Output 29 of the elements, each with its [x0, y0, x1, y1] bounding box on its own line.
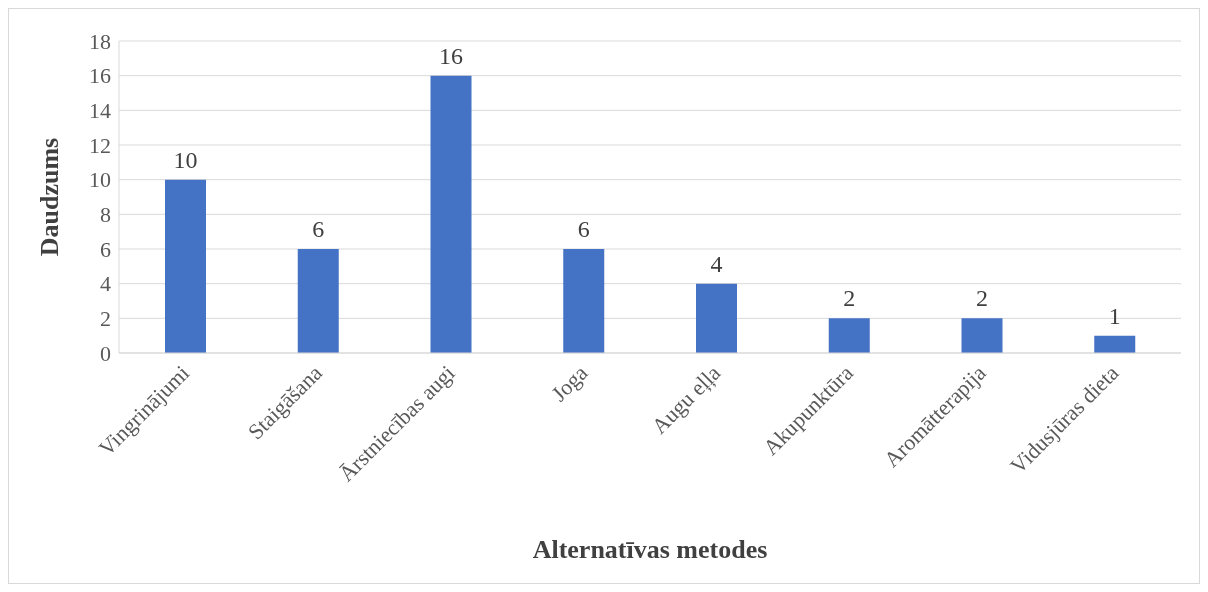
data-label: 4 — [710, 250, 723, 277]
data-label: 6 — [312, 216, 325, 242]
x-axis-title: Alternatīvas metodes — [532, 535, 768, 564]
y-tick-label: 12 — [89, 132, 111, 158]
y-tick-label: 18 — [89, 28, 111, 54]
bar — [165, 179, 206, 353]
data-label: 16 — [439, 42, 463, 69]
y-axis-title: Daudzums — [35, 137, 65, 257]
data-label: 6 — [577, 216, 590, 242]
bar — [297, 249, 339, 353]
bar — [1094, 335, 1136, 353]
data-label: 2 — [976, 285, 988, 312]
data-label: 10 — [173, 146, 198, 173]
data-label: 1 — [1108, 302, 1121, 329]
y-tick-label: 16 — [89, 63, 111, 89]
y-tick-label: 14 — [89, 98, 111, 124]
y-tick-label: 8 — [100, 202, 111, 228]
y-tick-label: 0 — [100, 340, 111, 366]
y-tick-label: 10 — [89, 167, 111, 193]
y-tick-label: 4 — [100, 271, 111, 297]
y-tick-label: 2 — [100, 306, 111, 332]
bar — [828, 318, 870, 353]
data-label: 2 — [843, 285, 856, 312]
y-tick-label: 6 — [100, 236, 111, 262]
x-tick-label: Joga — [546, 360, 593, 407]
bar — [563, 249, 605, 353]
bar — [696, 283, 737, 353]
bar — [961, 318, 1003, 353]
bar — [430, 75, 472, 353]
